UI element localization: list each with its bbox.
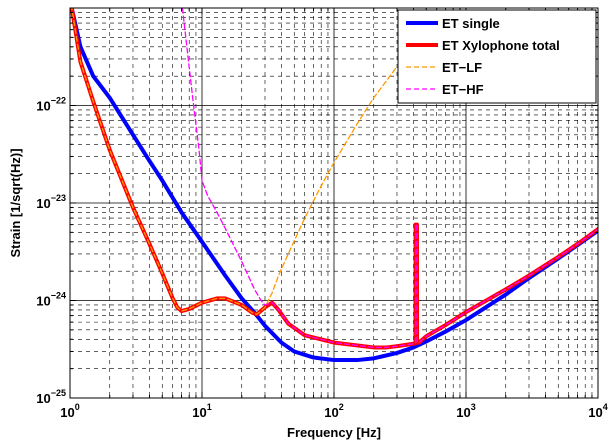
legend-item: ET Xylophone total	[406, 38, 560, 53]
y-tick-label: 10−24	[36, 291, 66, 309]
x-tick-label: 101	[192, 402, 211, 420]
x-tick-label-exponent: 2	[339, 402, 344, 412]
x-tick-label-exponent: 3	[471, 402, 476, 412]
series-line-et-hf	[181, 8, 598, 349]
legend-label: ET single	[442, 16, 500, 31]
x-tick-label-base: 10	[192, 405, 206, 420]
legend-item: ET single	[406, 16, 500, 31]
legend-item: ET−HF	[406, 82, 484, 97]
legend: ET single ET Xylophone total ET−LF ET−HF	[397, 9, 597, 104]
series-line-et-lf	[71, 8, 441, 316]
legend-box	[397, 9, 597, 104]
x-axis-label: Frequency [Hz]	[287, 425, 381, 440]
legend-item: ET−LF	[406, 60, 482, 75]
y-tick-label: 10−25	[36, 388, 66, 406]
x-tick-label-exponent: 1	[207, 402, 212, 412]
legend-label: ET−HF	[442, 82, 484, 97]
series-line-et-single	[70, 8, 598, 363]
x-tick-label: 103	[456, 402, 475, 420]
y-tick-label-base: 10	[36, 196, 50, 211]
x-tick-label-base: 10	[588, 405, 602, 420]
y-tick-label-base: 10	[36, 99, 50, 114]
y-tick-label-base: 10	[36, 391, 50, 406]
y-tick-label-exponent: −23	[51, 193, 66, 203]
y-tick-label: 10−23	[36, 193, 66, 211]
x-tick-label: 104	[588, 402, 607, 420]
y-tick-label: 10−22	[36, 96, 66, 114]
x-tick-label-base: 10	[324, 405, 338, 420]
legend-label: ET−LF	[442, 60, 482, 75]
y-axis-label: Strain [1/sqrt(Hz)]	[8, 148, 23, 257]
x-tick-label-exponent: 4	[603, 402, 608, 412]
series-lines	[70, 8, 598, 363]
y-tick-label-exponent: −24	[51, 291, 66, 301]
x-tick-label-base: 10	[60, 405, 74, 420]
x-tick-label-exponent: 0	[75, 402, 80, 412]
y-tick-label-exponent: −22	[51, 96, 66, 106]
y-tick-label-base: 10	[36, 294, 50, 309]
legend-label: ET Xylophone total	[442, 38, 560, 53]
x-tick-label: 102	[324, 402, 343, 420]
x-tick-label-base: 10	[456, 405, 470, 420]
x-tick-label: 100	[60, 402, 79, 420]
y-tick-label-exponent: −25	[51, 388, 66, 398]
